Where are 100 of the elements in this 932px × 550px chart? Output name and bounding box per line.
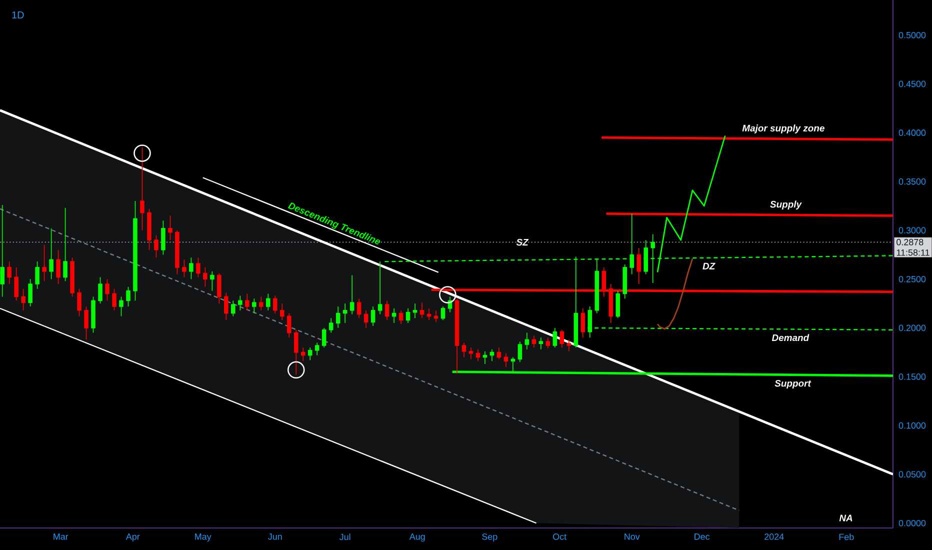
candlestick bbox=[0, 204, 4, 298]
candlestick bbox=[28, 278, 32, 307]
candlestick bbox=[49, 228, 54, 280]
candlestick bbox=[350, 274, 354, 315]
candlestick bbox=[77, 288, 82, 317]
x-tick-label: Aug bbox=[409, 534, 425, 542]
candlestick bbox=[272, 295, 278, 314]
candlestick bbox=[328, 318, 334, 334]
candlestick bbox=[231, 300, 236, 317]
y-tick-label: 0.4500 bbox=[898, 80, 926, 88]
candlestick bbox=[622, 264, 628, 300]
candlestick bbox=[300, 347, 306, 362]
y-tick-label: 0.4000 bbox=[898, 130, 926, 136]
candlestick bbox=[119, 296, 124, 317]
x-tick-label: 2024 bbox=[764, 534, 784, 540]
candlestick bbox=[42, 244, 46, 282]
candlestick bbox=[364, 310, 368, 328]
y-tick-label: 0.5000 bbox=[898, 32, 926, 38]
candlestick bbox=[644, 240, 648, 275]
x-tick-label: Mar bbox=[54, 534, 68, 540]
candlestick bbox=[454, 298, 460, 374]
candlestick bbox=[280, 303, 284, 321]
candlestick bbox=[440, 306, 446, 321]
candlestick bbox=[370, 306, 376, 326]
candlestick bbox=[342, 303, 348, 324]
annotation: SZ bbox=[516, 238, 529, 246]
candlestick bbox=[426, 308, 432, 321]
y-tick-label: 0.0500 bbox=[898, 471, 926, 478]
candlestick bbox=[210, 270, 214, 292]
candlestick bbox=[294, 329, 298, 376]
annotation: Supply bbox=[770, 200, 802, 210]
text: 1D bbox=[12, 12, 24, 18]
annotation: Major supply zone bbox=[742, 124, 824, 134]
x-tick-label: Nov bbox=[624, 534, 640, 540]
candlestick bbox=[336, 306, 340, 328]
candlestick bbox=[384, 300, 390, 321]
candlestick bbox=[630, 213, 634, 275]
candlestick bbox=[154, 234, 158, 258]
candlestick bbox=[538, 337, 544, 350]
line-series bbox=[656, 258, 694, 330]
x-tick-label: Feb bbox=[839, 534, 854, 540]
candlestick bbox=[56, 249, 60, 284]
x-tick-label: May bbox=[195, 534, 212, 542]
candlestick bbox=[14, 267, 18, 301]
candlestick bbox=[133, 200, 138, 301]
candlestick bbox=[504, 352, 508, 368]
candlestick bbox=[392, 308, 396, 324]
candlestick bbox=[356, 298, 362, 319]
text: 11:58:11 bbox=[896, 249, 930, 256]
y-tick-label: 0.1500 bbox=[898, 374, 926, 380]
candlestick bbox=[126, 286, 130, 307]
candlestick bbox=[532, 335, 536, 348]
y-tick-label: 0.2000 bbox=[898, 324, 926, 332]
candlestick bbox=[406, 308, 410, 324]
y-tick-label: 0.0000 bbox=[898, 520, 926, 526]
candlestick bbox=[580, 308, 586, 338]
candlestick bbox=[462, 342, 466, 358]
candlestick bbox=[91, 296, 96, 334]
candlestick bbox=[189, 257, 194, 280]
candlestick bbox=[224, 292, 228, 321]
candlestick bbox=[84, 306, 88, 340]
candlestick bbox=[21, 288, 26, 311]
candlestick bbox=[518, 341, 522, 362]
y-tick-label: 0.1000 bbox=[898, 422, 926, 429]
point bbox=[439, 286, 456, 304]
candlestick bbox=[546, 337, 550, 349]
candlestick bbox=[147, 208, 152, 250]
x-tick-label: Dec bbox=[694, 534, 710, 540]
x-tick-label: Apr bbox=[126, 534, 140, 542]
candlestick bbox=[616, 290, 620, 319]
candlestick bbox=[286, 312, 292, 338]
candlestick bbox=[476, 348, 480, 362]
x-tick-label: Jun bbox=[268, 534, 282, 540]
x-tick-label: Jul bbox=[339, 534, 350, 540]
candlestick bbox=[266, 293, 270, 311]
candlestick bbox=[252, 298, 256, 314]
candlestick bbox=[566, 339, 572, 352]
candlestick bbox=[98, 276, 102, 304]
candlestick bbox=[258, 296, 264, 311]
candlestick bbox=[482, 350, 488, 364]
y-tick-label: 0.2500 bbox=[898, 276, 926, 282]
y-tick-label: 0.3000 bbox=[898, 227, 926, 234]
candlestick bbox=[560, 329, 564, 348]
candlestick bbox=[168, 215, 172, 240]
annotation: Demand bbox=[772, 334, 810, 342]
point bbox=[287, 361, 305, 379]
candlestick bbox=[140, 146, 144, 231]
candlestick bbox=[496, 347, 502, 360]
candlestick bbox=[552, 328, 558, 348]
ref-line-label: 0.2878 bbox=[896, 238, 924, 246]
candlestick bbox=[434, 310, 438, 322]
annotation: Support bbox=[774, 380, 812, 389]
y-tick-label: 0.3500 bbox=[898, 178, 926, 185]
point bbox=[134, 144, 151, 162]
x-tick-label: Sep bbox=[482, 534, 498, 542]
candlestick bbox=[161, 220, 166, 256]
candlestick bbox=[7, 261, 12, 284]
candlestick bbox=[468, 347, 474, 360]
candlestick bbox=[196, 257, 200, 278]
candlestick bbox=[63, 207, 68, 282]
